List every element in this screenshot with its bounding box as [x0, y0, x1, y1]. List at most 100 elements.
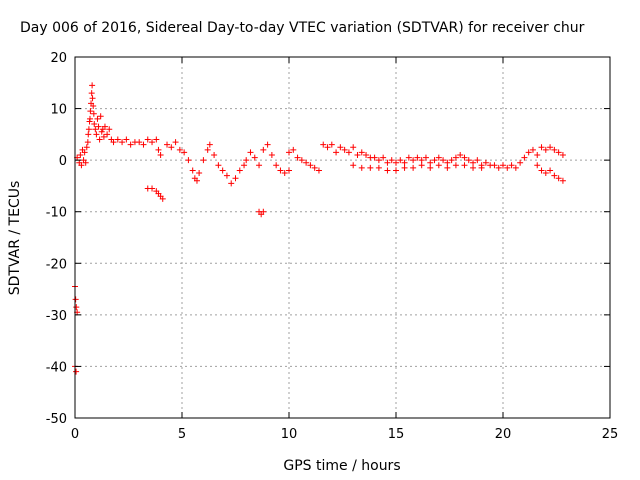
- data-point: [73, 304, 80, 311]
- data-point: [517, 159, 524, 166]
- data-point: [384, 159, 391, 166]
- data-point: [311, 164, 318, 171]
- data-point: [95, 123, 102, 130]
- data-point: [200, 157, 207, 164]
- data-point: [367, 164, 374, 171]
- data-point: [384, 167, 391, 174]
- data-point: [181, 149, 188, 156]
- data-point: [172, 139, 179, 146]
- data-point: [559, 151, 566, 158]
- data-point: [206, 141, 213, 148]
- data-point: [236, 167, 243, 174]
- data-point: [393, 167, 399, 174]
- data-point: [427, 164, 434, 171]
- data-point: [110, 139, 117, 146]
- data-point: [81, 149, 88, 156]
- data-point: [127, 141, 134, 148]
- data-point: [328, 141, 335, 148]
- data-point: [534, 162, 541, 169]
- data-point: [298, 157, 305, 164]
- plot-frame: [74, 56, 611, 419]
- data-point: [521, 154, 528, 161]
- data-point: [547, 144, 554, 151]
- data-point: [512, 164, 519, 171]
- data-point: [457, 151, 464, 158]
- data-point: [345, 149, 352, 156]
- data-point: [144, 136, 151, 143]
- data-point: [153, 136, 160, 143]
- data-point: [375, 157, 382, 164]
- data-point: [90, 110, 97, 117]
- data-point: [478, 164, 485, 171]
- data-point: [461, 154, 468, 161]
- data-point: [72, 296, 79, 303]
- data-point: [88, 90, 95, 97]
- data-point: [542, 146, 549, 153]
- data-point: [410, 157, 417, 164]
- x-axis-title: GPS time / hours: [283, 458, 400, 474]
- data-point: [106, 126, 113, 133]
- data-point: [247, 149, 254, 156]
- data-point: [256, 162, 263, 169]
- data-point: [508, 162, 515, 169]
- data-point: [89, 95, 96, 102]
- x-tick-label: 25: [602, 427, 619, 442]
- data-point: [73, 368, 80, 375]
- data-point: [551, 172, 558, 179]
- data-point: [159, 195, 166, 202]
- data-point: [196, 170, 203, 177]
- data-point: [529, 146, 536, 153]
- data-point: [555, 149, 562, 156]
- data-point: [341, 146, 348, 153]
- y-tick-label: -50: [46, 412, 67, 427]
- data-point: [465, 157, 472, 164]
- data-point: [119, 139, 126, 146]
- data-point: [538, 144, 545, 151]
- data-point: [104, 131, 111, 138]
- data-point: [414, 154, 421, 161]
- data-point: [500, 162, 506, 169]
- data-point: [371, 154, 378, 161]
- data-point: [504, 164, 511, 171]
- data-point: [101, 123, 108, 130]
- data-point: [354, 151, 361, 158]
- data-point: [260, 146, 267, 153]
- data-point: [219, 167, 226, 174]
- data-point: [185, 157, 192, 164]
- data-points: [72, 82, 566, 375]
- data-point: [77, 151, 84, 158]
- data-point: [85, 131, 92, 138]
- y-tick-label: 0: [59, 154, 67, 169]
- data-point: [91, 121, 98, 128]
- data-point: [435, 162, 442, 169]
- data-point: [559, 177, 566, 184]
- data-point: [422, 154, 429, 161]
- data-point: [268, 151, 275, 158]
- data-point: [98, 128, 105, 135]
- data-point: [405, 154, 412, 161]
- data-point: [410, 164, 417, 171]
- data-point: [168, 144, 175, 151]
- data-point: [482, 159, 489, 166]
- data-point: [87, 108, 94, 115]
- data-point: [393, 159, 399, 166]
- data-point: [100, 133, 107, 140]
- data-point: [83, 144, 90, 151]
- data-point: [223, 172, 230, 179]
- data-point: [444, 164, 451, 171]
- x-tick-label: 5: [178, 427, 186, 442]
- data-point: [204, 146, 211, 153]
- data-point: [290, 146, 297, 153]
- y-tick-label: -40: [46, 360, 67, 375]
- data-point: [96, 136, 103, 143]
- data-point: [315, 167, 322, 174]
- data-point: [82, 159, 89, 166]
- data-point: [452, 162, 459, 169]
- data-point: [452, 154, 459, 161]
- data-point: [94, 115, 101, 122]
- data-point: [358, 164, 365, 171]
- y-axis-title: SDTVAR / TECUs: [7, 181, 23, 296]
- data-point: [176, 146, 183, 153]
- y-tick-label: -10: [46, 206, 67, 221]
- data-point: [380, 154, 387, 161]
